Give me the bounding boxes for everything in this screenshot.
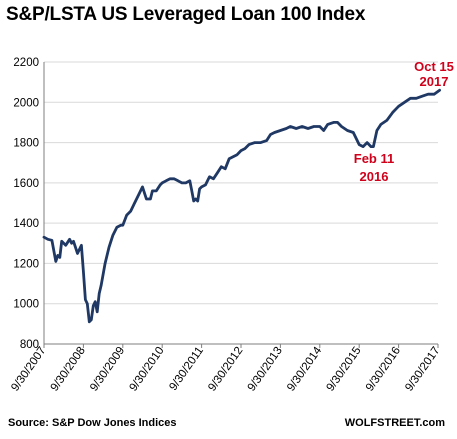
x-tick-label: 9/30/2012 — [206, 345, 245, 394]
x-tick-label: 9/30/2014 — [285, 344, 325, 393]
footer-source: Source: S&P Dow Jones Indices — [8, 417, 177, 429]
chart-axes — [43, 62, 438, 345]
y-tick-label: 1200 — [13, 258, 39, 270]
footer-credit: WOLFSTREET.com — [344, 417, 445, 429]
chart-title: S&P/LSTA US Leveraged Loan 100 Index — [6, 4, 366, 25]
series-line-group — [42, 88, 442, 324]
index-series-line — [42, 88, 442, 324]
annotation-feb-2016: Feb 11 2016 — [354, 151, 394, 184]
x-tick-label: 9/30/2007 — [9, 345, 48, 394]
x-tick-label: 9/30/2011 — [167, 345, 206, 393]
y-tick-label: 2000 — [13, 97, 39, 109]
x-tick-label: 9/30/2015 — [324, 345, 363, 394]
y-tick-label: 1800 — [13, 138, 39, 150]
gridlines — [44, 61, 438, 345]
y-tick-label: 2200 — [13, 57, 39, 69]
annotation-feb-2016-line2: 2016 — [360, 169, 389, 184]
annotation-oct-2017-line1: Oct 15 — [414, 59, 454, 74]
x-tick-label: 9/30/2017 — [403, 345, 442, 394]
y-tick-label: 1600 — [13, 178, 39, 190]
x-axis-ticks: 9/30/2007 9/30/2008 9/30/2009 9/30/2010 9/30… — [9, 344, 442, 394]
annotation-oct-2017-line2: 2017 — [420, 74, 449, 89]
x-tick-label: 9/30/2016 — [364, 345, 403, 394]
y-tick-label: 800 — [20, 339, 39, 351]
x-tick-label: 9/30/2009 — [88, 345, 127, 394]
y-tick-label: 1400 — [13, 218, 39, 230]
x-tick-label: 9/30/2010 — [127, 345, 166, 394]
x-tick-label: 9/30/2013 — [246, 345, 285, 394]
annotation-feb-2016-line1: Feb 11 — [354, 151, 394, 166]
x-tick-label: 9/30/2008 — [49, 345, 88, 394]
y-tick-label: 1000 — [13, 299, 39, 311]
annotation-oct-2017: Oct 15 2017 — [414, 59, 454, 89]
y-axis-ticks: 800 1000 1200 1400 1600 1800 2000 2200 — [13, 57, 39, 351]
